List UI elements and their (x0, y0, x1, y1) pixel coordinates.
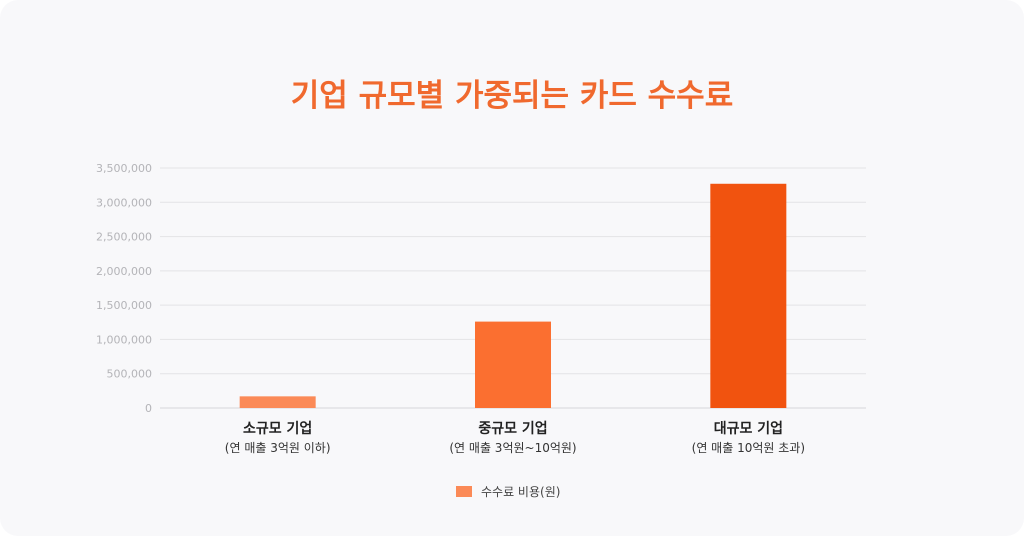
x-category-label: 중규모 기업 (478, 421, 547, 437)
bar (475, 321, 551, 408)
y-tick-label: 2,000,000 (96, 265, 152, 278)
legend-label: 수수료 비용(원) (481, 485, 560, 499)
x-category-label: 대규모 기업 (714, 421, 783, 437)
x-category-sublabel: (연 매출 10억원 초과) (692, 441, 805, 455)
chart-title: 기업 규모별 가중되는 카드 수수료 (290, 78, 734, 114)
y-tick-label: 500,000 (107, 368, 153, 381)
bar (710, 183, 787, 408)
y-tick-label: 1,000,000 (96, 333, 152, 346)
y-tick-label: 0 (145, 402, 152, 415)
x-category-sublabel: (연 매출 3억원~10억원) (449, 441, 576, 455)
y-tick-label: 1,500,000 (96, 299, 152, 312)
y-tick-label: 2,500,000 (96, 231, 152, 244)
legend-swatch (456, 486, 472, 497)
y-tick-label: 3,000,000 (96, 196, 152, 209)
x-category-label: 소규모 기업 (243, 421, 312, 437)
x-category-sublabel: (연 매출 3억원 이하) (225, 441, 331, 455)
y-tick-label: 3,500,000 (96, 162, 152, 175)
bar (239, 396, 316, 408)
